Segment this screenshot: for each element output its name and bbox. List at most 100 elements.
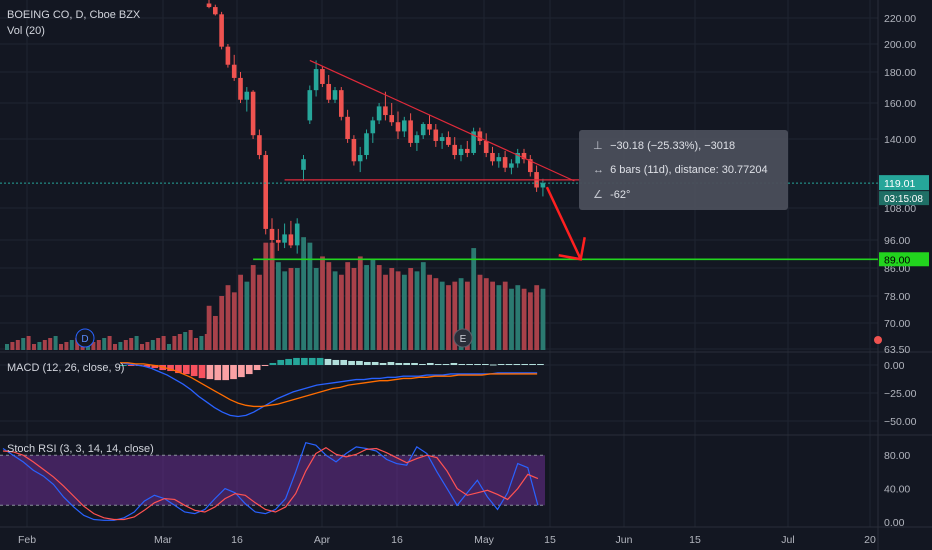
- candle: [433, 124, 439, 147]
- macd-histogram-bar: [182, 365, 190, 375]
- macd-legend: MACD (12, 26, close, 9): [7, 362, 125, 374]
- volume-bar: [477, 274, 483, 350]
- volume-bar: [53, 336, 58, 350]
- volume-bar: [427, 274, 432, 350]
- candle: [345, 109, 350, 143]
- macd-histogram-bar: [308, 357, 316, 365]
- price-tick-label: 63.50: [884, 344, 910, 356]
- earnings-marker-e-label: E: [460, 334, 467, 345]
- countdown-box: [879, 191, 929, 206]
- candle-body: [250, 91, 256, 136]
- candle-body: [389, 115, 394, 123]
- volume-bar: [231, 292, 237, 350]
- candle-body: [420, 124, 426, 136]
- volume-bar: [32, 344, 36, 350]
- candle: [414, 131, 420, 151]
- candle: [364, 129, 369, 160]
- candle: [263, 150, 268, 235]
- candle-body: [540, 183, 546, 188]
- volume-bar: [123, 340, 128, 350]
- candle: [477, 127, 483, 145]
- candle: [389, 103, 394, 126]
- time-tick-label: Jul: [781, 534, 794, 546]
- candle: [294, 218, 300, 254]
- time-tick-label: 15: [544, 534, 556, 546]
- volume-bar: [64, 342, 69, 350]
- volume-bar: [10, 342, 15, 350]
- candle-body: [301, 159, 306, 170]
- volume-bar: [150, 340, 155, 350]
- volume-bar: [320, 256, 325, 350]
- macd-histogram-bar: [521, 363, 529, 365]
- macd-tick-label: −50.00: [884, 416, 917, 428]
- candle: [395, 111, 401, 139]
- stoch-k-line: [2, 441, 539, 521]
- macd-histogram-bar: [474, 363, 481, 365]
- time-tick-label: 16: [231, 534, 243, 546]
- volume-bar: [102, 338, 107, 350]
- volume-bar: [395, 271, 401, 350]
- volume-bar: [515, 285, 521, 350]
- candle-body: [313, 69, 319, 91]
- candle: [213, 4, 218, 16]
- macd-histogram-bar: [513, 363, 521, 365]
- volume-bar: [15, 340, 20, 350]
- stoch-d-line: [2, 446, 539, 521]
- macd-histogram-bar: [489, 364, 497, 366]
- macd-histogram-bar: [497, 363, 505, 365]
- candle: [307, 85, 313, 125]
- volume-bar: [446, 285, 451, 350]
- candle-body: [521, 152, 527, 160]
- volume-bar: [26, 336, 31, 350]
- candle-body: [345, 116, 350, 139]
- candle-body: [446, 137, 451, 145]
- macd-histogram-bar: [245, 365, 253, 375]
- volume-bar: [282, 271, 288, 350]
- volume-bar: [244, 281, 250, 350]
- stoch-band: [0, 455, 545, 506]
- candle: [490, 146, 495, 166]
- candle: [257, 129, 262, 160]
- volume-bar: [288, 268, 294, 350]
- volume-bar: [167, 344, 171, 350]
- macd-histogram-bar: [175, 365, 182, 374]
- volume-bar: [91, 342, 96, 350]
- volume-bar: [339, 274, 344, 350]
- candle-body: [402, 120, 407, 132]
- candle-body: [269, 228, 275, 240]
- candle: [269, 218, 275, 260]
- candle-body: [408, 120, 413, 143]
- candle: [219, 11, 224, 50]
- candle: [351, 135, 357, 166]
- volume-bar: [332, 271, 338, 350]
- candle-body: [370, 120, 376, 134]
- candle: [376, 103, 382, 125]
- countdown-label: 03:15:08: [884, 194, 923, 205]
- macd-histogram-bar: [466, 363, 473, 365]
- macd-histogram-bar: [214, 365, 222, 381]
- volume-bar: [238, 274, 243, 350]
- time-tick-label: 16: [391, 534, 403, 546]
- volume-bar: [21, 338, 26, 350]
- volume-bar: [433, 278, 439, 350]
- time-tick-label: 20: [864, 534, 876, 546]
- macd-histogram-bar: [143, 365, 151, 368]
- candle-body: [288, 234, 294, 246]
- volume-bar: [183, 332, 188, 350]
- macd-histogram-bar: [458, 363, 466, 365]
- volume-bar: [225, 285, 231, 350]
- macd-histogram-bar: [482, 363, 489, 365]
- macd-histogram-bar: [426, 362, 434, 365]
- candle-body: [339, 90, 344, 117]
- macd-histogram-bar: [505, 363, 513, 365]
- volume-bar: [161, 336, 166, 350]
- candle-body: [282, 234, 287, 243]
- candle: [483, 133, 489, 158]
- volume-bar: [389, 268, 395, 350]
- volume-bar: [263, 242, 269, 350]
- price-tick-label: 160.00: [884, 98, 916, 110]
- volume-bar: [351, 268, 357, 350]
- candle-body: [477, 131, 483, 141]
- candle-body: [276, 240, 281, 243]
